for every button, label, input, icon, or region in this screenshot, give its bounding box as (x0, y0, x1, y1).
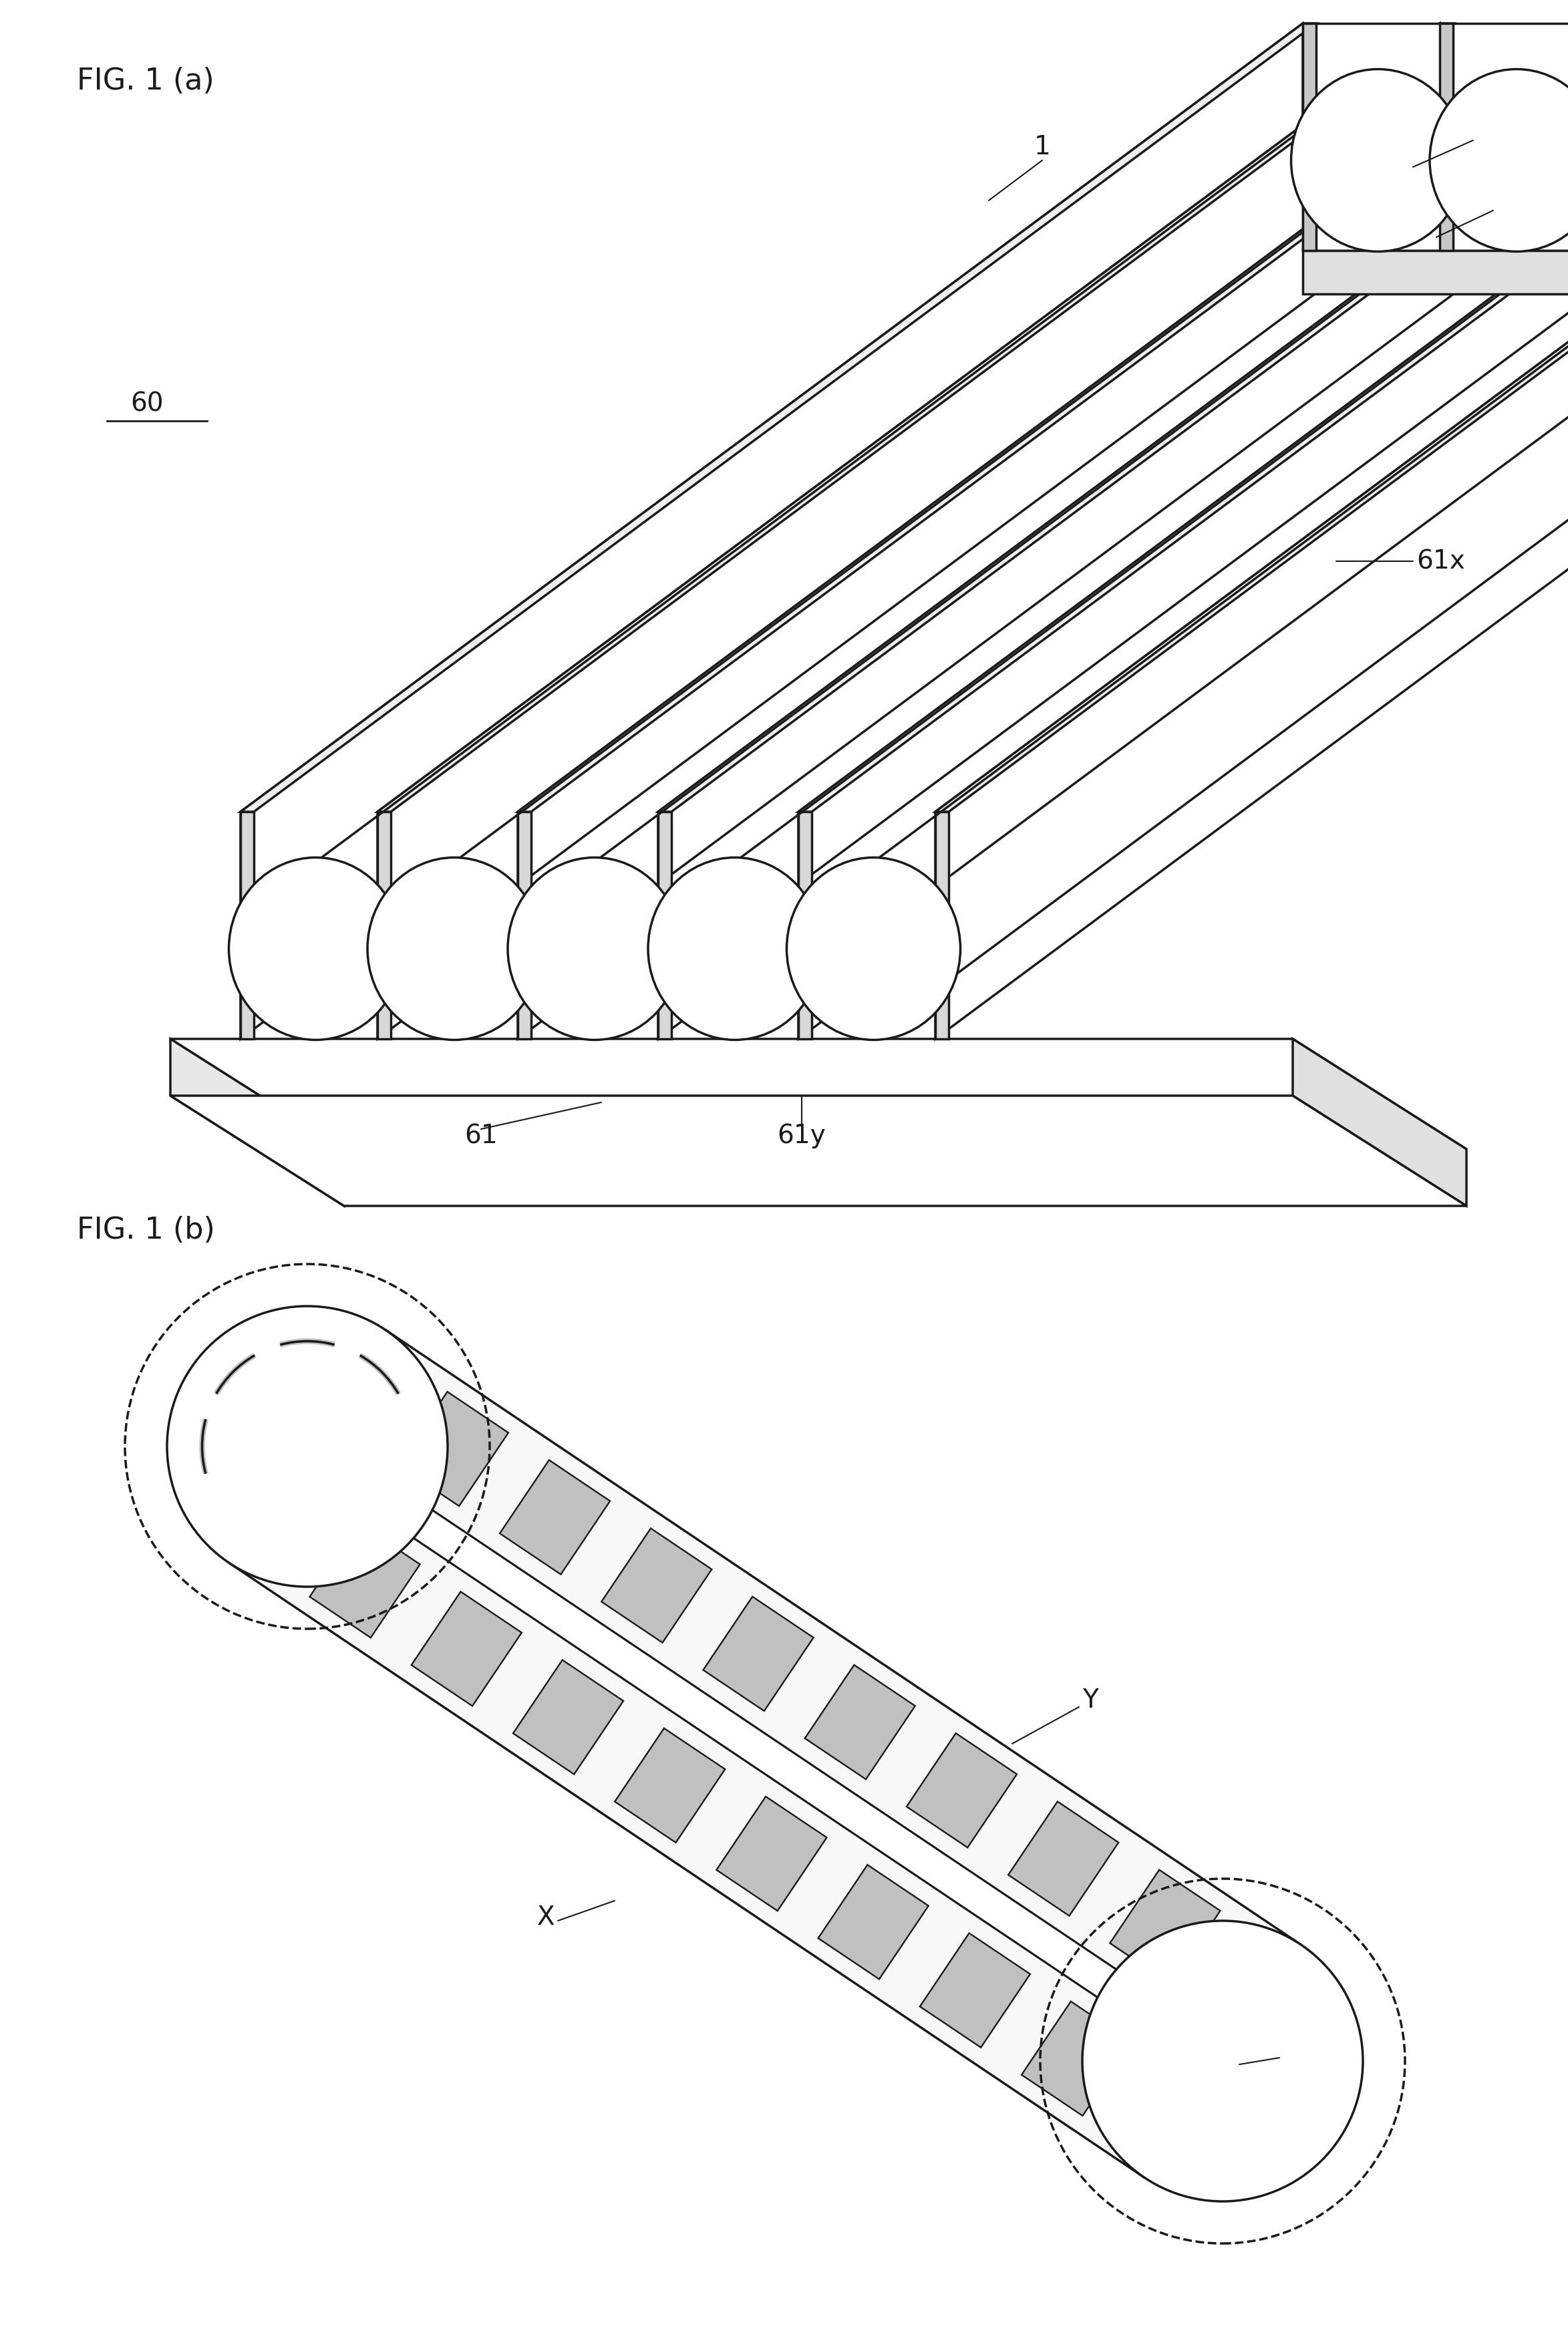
Polygon shape (1022, 2002, 1132, 2117)
Polygon shape (1292, 1039, 1466, 1207)
Polygon shape (659, 23, 1568, 1039)
Text: 62: 62 (1477, 117, 1510, 143)
Ellipse shape (1430, 70, 1568, 253)
Polygon shape (500, 1460, 610, 1574)
Polygon shape (602, 1527, 712, 1642)
Polygon shape (517, 23, 1568, 1039)
Polygon shape (936, 812, 949, 1039)
Text: X: X (1496, 187, 1515, 213)
Polygon shape (1303, 23, 1316, 250)
Text: 61: 61 (464, 1123, 497, 1148)
Polygon shape (229, 1331, 1301, 2178)
Polygon shape (1439, 23, 1454, 250)
Polygon shape (517, 23, 1568, 812)
Polygon shape (171, 1095, 1466, 1207)
Polygon shape (513, 1661, 624, 1775)
Text: 60: 60 (130, 391, 163, 416)
Ellipse shape (648, 858, 822, 1041)
Polygon shape (298, 1431, 1232, 2075)
Polygon shape (615, 1729, 724, 1843)
Polygon shape (798, 23, 1568, 1039)
Ellipse shape (229, 858, 403, 1041)
Polygon shape (1303, 250, 1568, 295)
Polygon shape (1008, 1801, 1118, 1916)
Ellipse shape (787, 858, 960, 1041)
Polygon shape (717, 1796, 826, 1911)
Polygon shape (920, 1932, 1030, 2047)
Polygon shape (171, 1039, 343, 1207)
Polygon shape (378, 812, 390, 1039)
Ellipse shape (1290, 70, 1465, 253)
Polygon shape (659, 23, 1568, 812)
Text: X: X (536, 1904, 555, 1930)
Polygon shape (659, 812, 671, 1039)
Polygon shape (517, 812, 532, 1039)
Polygon shape (906, 1733, 1016, 1848)
Polygon shape (1110, 1869, 1220, 1983)
Polygon shape (171, 1039, 1466, 1148)
Text: 61x: 61x (1416, 550, 1465, 573)
Ellipse shape (1082, 1920, 1363, 2201)
Text: FIG. 1 (b): FIG. 1 (b) (77, 1216, 215, 1244)
Text: FIG. 1 (a): FIG. 1 (a) (77, 68, 215, 96)
Polygon shape (798, 23, 1568, 812)
Polygon shape (309, 1523, 420, 1637)
Polygon shape (240, 23, 1316, 812)
Polygon shape (702, 1598, 814, 1710)
Text: 1: 1 (1283, 2042, 1300, 2068)
Ellipse shape (367, 858, 541, 1041)
Polygon shape (798, 812, 812, 1039)
Polygon shape (1303, 23, 1568, 250)
Ellipse shape (508, 858, 682, 1041)
Polygon shape (818, 1864, 928, 1979)
Text: 1: 1 (1033, 133, 1051, 159)
Polygon shape (936, 23, 1568, 812)
Polygon shape (411, 1591, 522, 1705)
Polygon shape (804, 1665, 916, 1780)
Ellipse shape (168, 1305, 447, 1586)
Polygon shape (936, 23, 1568, 1039)
Polygon shape (240, 23, 1303, 1039)
Polygon shape (378, 23, 1454, 812)
Text: Y: Y (1082, 1689, 1098, 1712)
Polygon shape (378, 23, 1439, 1039)
Text: 61y: 61y (778, 1123, 826, 1148)
Polygon shape (398, 1392, 508, 1506)
Polygon shape (240, 812, 254, 1039)
